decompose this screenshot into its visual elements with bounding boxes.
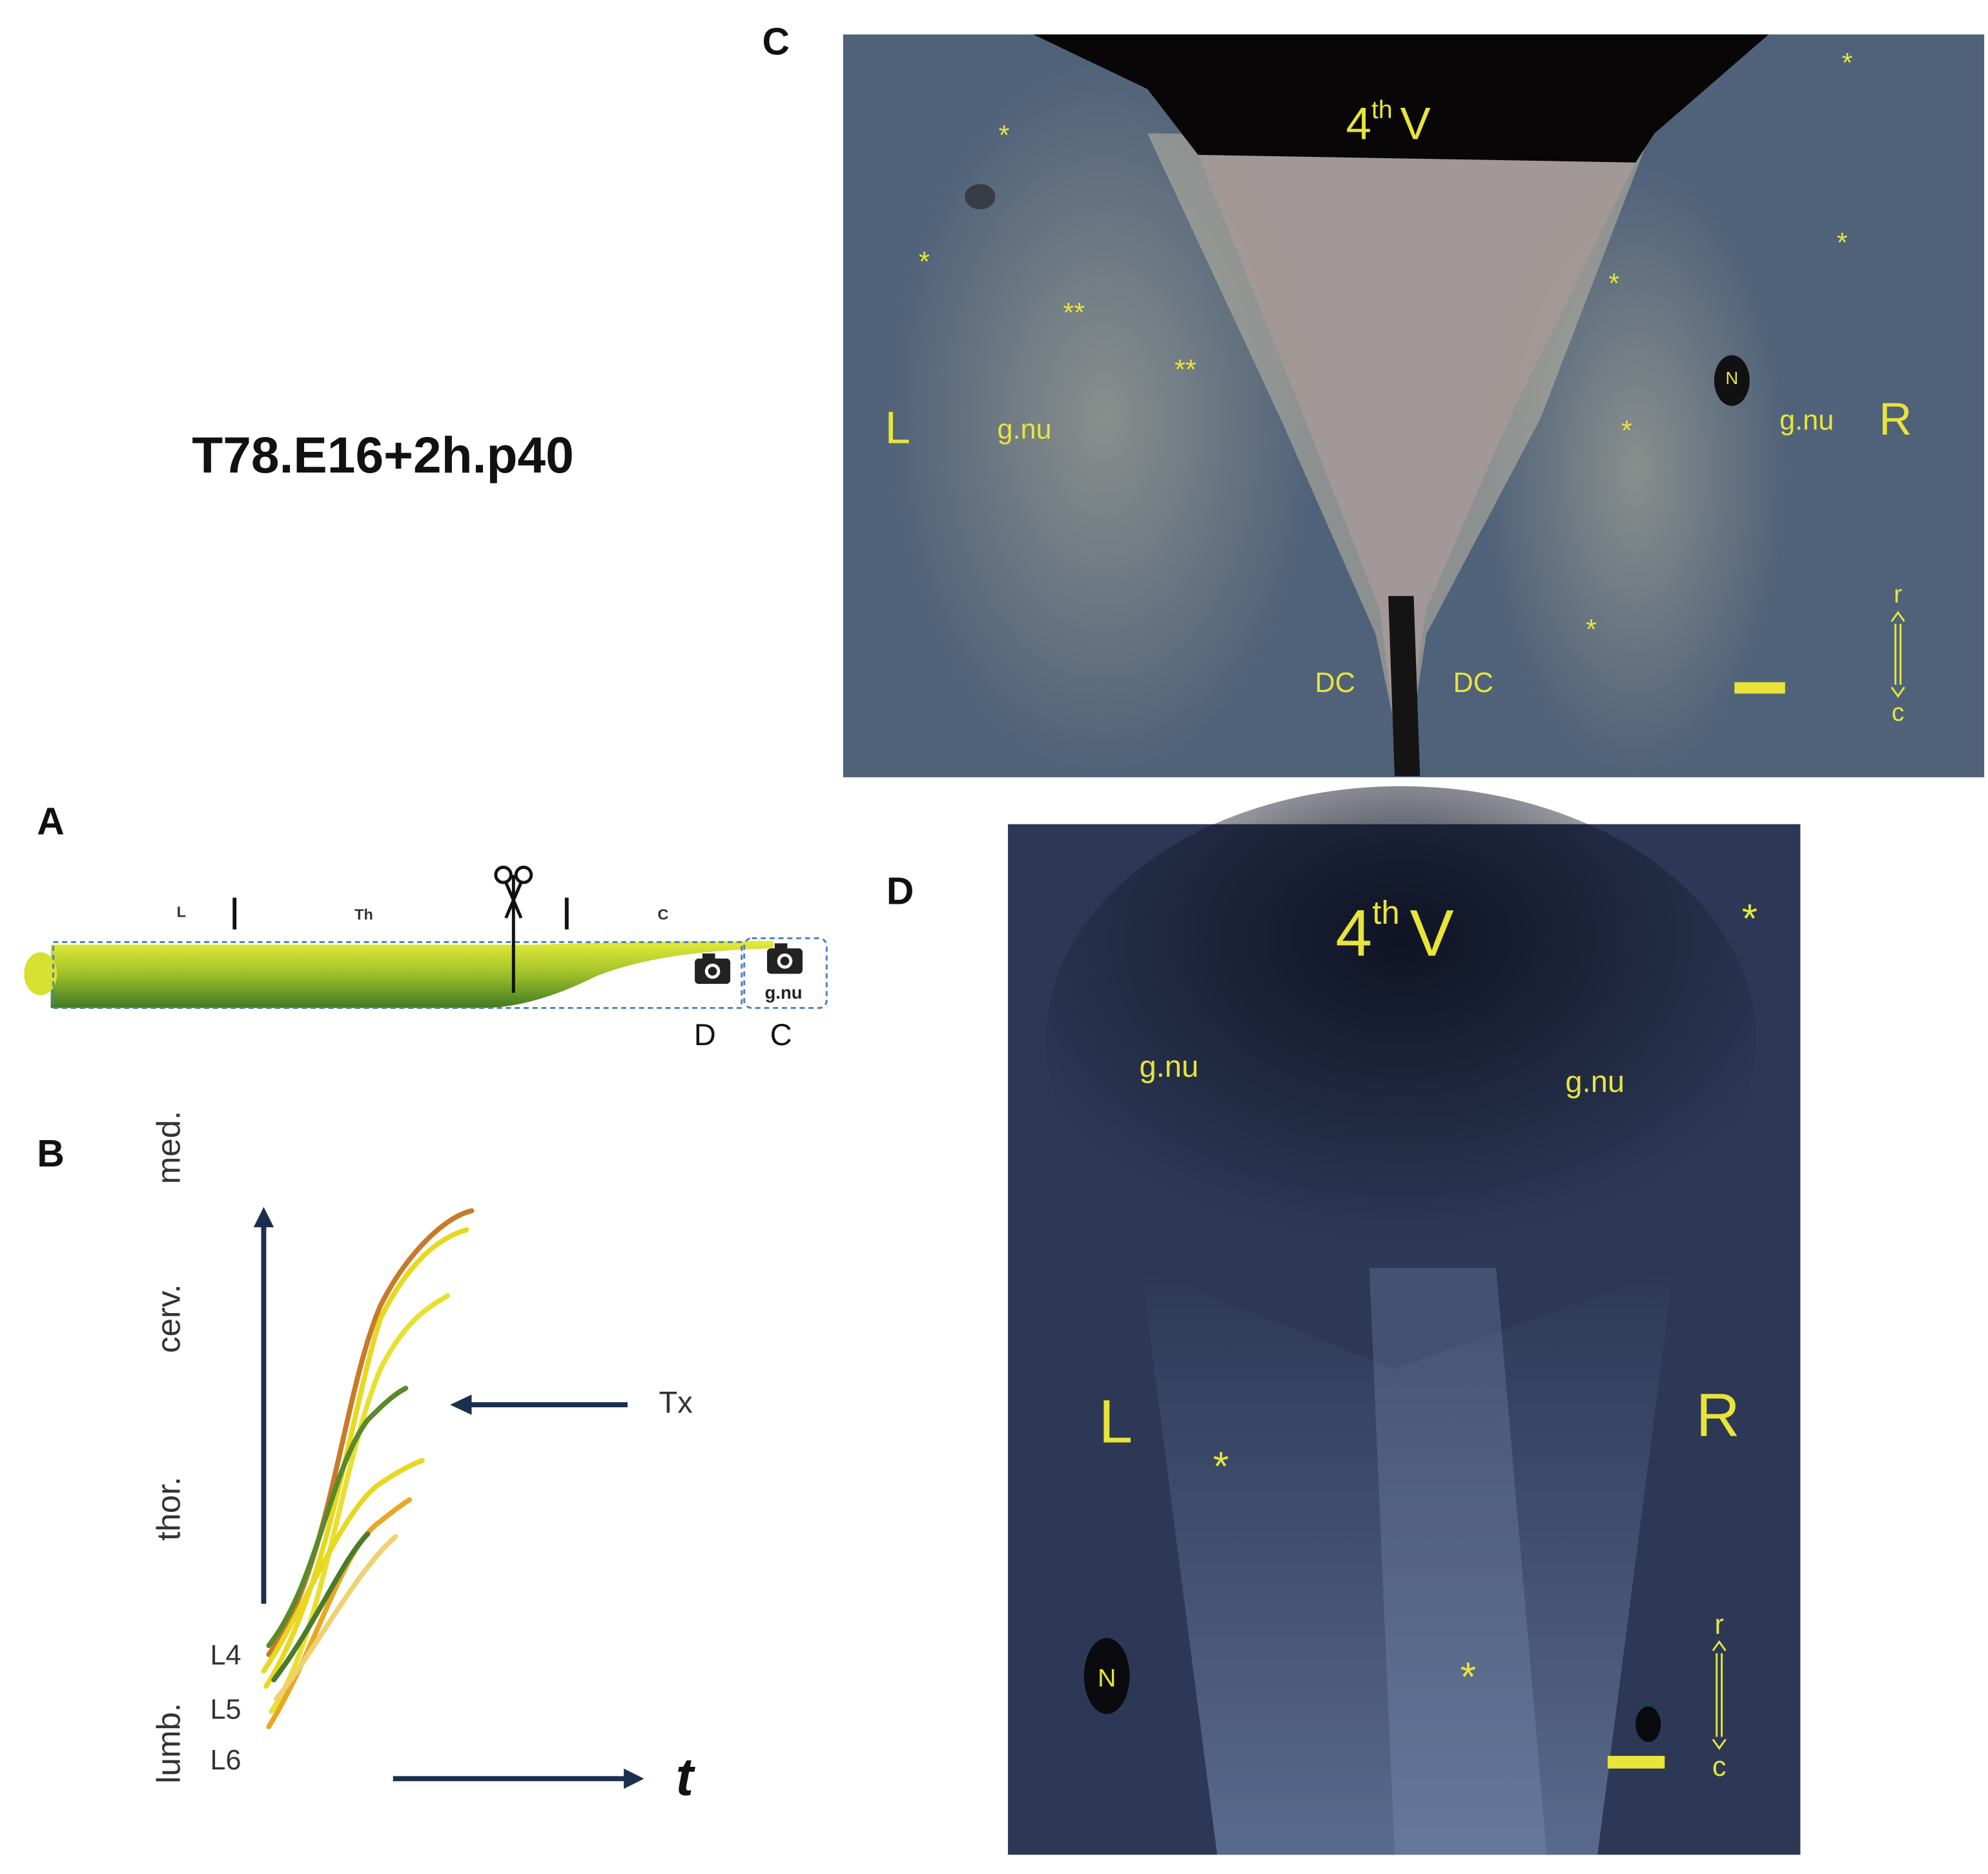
nerve-hole [1714, 355, 1750, 406]
asterisk: * [1460, 1655, 1476, 1700]
central-canal [1388, 596, 1420, 777]
ventricle-label: 4th V [1335, 895, 1453, 970]
dashed-box [52, 941, 743, 1009]
arrow-head [624, 1768, 644, 1789]
nerve-label: N [1725, 368, 1738, 388]
nucleus-label: g.nu [1565, 1064, 1624, 1099]
panel-c-image: 4th V L R g.nu g.nu DC DC N r c *********… [843, 34, 1985, 778]
orientation-arrow [1891, 611, 1905, 698]
ventricle-ordinal: th [1371, 96, 1393, 125]
camera-icon [767, 943, 803, 974]
segment-label: C [657, 906, 668, 922]
nucleus-label: g.nu [1140, 1049, 1199, 1083]
axis-label: cerv. [150, 1284, 187, 1353]
asterisk: * [1742, 897, 1757, 942]
tissue-spot [965, 184, 996, 210]
orientation-label: c [1712, 1751, 1727, 1782]
orientation-label: r [1715, 1609, 1724, 1640]
panel-d-image: 4th V L R g.nu g.nu N r c * * * [1008, 786, 1801, 1855]
tissue-spot [1635, 1706, 1661, 1742]
level-label: L4 [210, 1640, 241, 1671]
asterisk: * [1621, 415, 1632, 446]
side-label: R [1696, 1381, 1740, 1449]
panel-label: C [762, 21, 790, 63]
panel-a: L Th C g.nu D C [24, 866, 828, 1052]
orientation-label: r [1894, 580, 1902, 609]
tissue-shade [1046, 786, 1756, 1294]
time-label: t [676, 1747, 696, 1807]
ventricle-label: 4th V [1346, 96, 1431, 149]
asterisk: * [999, 120, 1010, 151]
growth-curves [261, 1208, 475, 1729]
level-label: L6 [210, 1745, 241, 1776]
panel-label: A [37, 800, 65, 842]
asterisk: * [919, 247, 930, 278]
ventricle-ordinal: th [1372, 895, 1400, 932]
side-label: L [885, 402, 910, 453]
arrow-head [253, 1207, 274, 1228]
camera-icon [695, 953, 731, 984]
scissors-icon [494, 866, 533, 919]
asterisk: * [1608, 269, 1619, 300]
tissue-shade [1369, 1268, 1547, 1855]
panel-b: lumb. thor. cerv. med. L4 L5 L6 Tx t [150, 1111, 696, 1807]
nerve-label: N [1098, 1664, 1116, 1693]
axis-label: med. [150, 1111, 187, 1184]
ventricle-lumen [1033, 34, 1769, 163]
marker-label: Tx [659, 1385, 693, 1420]
spinal-cord [50, 941, 774, 1008]
nucleus-label: g.nu [998, 414, 1052, 445]
asterisk: * [1586, 615, 1597, 646]
side-label: L [1099, 1387, 1132, 1455]
asterisk: * [1837, 228, 1848, 259]
dc-label: DC [1453, 667, 1493, 698]
arrow-head [450, 1394, 472, 1415]
ventricle-number: 4 [1346, 97, 1371, 148]
ventricle-name: V [1400, 97, 1431, 148]
segment-label: Th [354, 906, 373, 922]
tissue-shade [1141, 1268, 1674, 1855]
scale-bar [1734, 682, 1785, 694]
cord-tip [24, 952, 57, 995]
nerve-hole [1083, 1638, 1130, 1715]
double-asterisk: ** [1063, 298, 1085, 329]
side-label: R [1879, 393, 1912, 444]
scale-bar [1607, 1756, 1665, 1769]
box-label: g.nu [765, 983, 803, 1003]
panel-label: D [886, 870, 914, 912]
figure-title: T78.E16+2h.p40 [192, 427, 574, 484]
double-asterisk: ** [1174, 354, 1196, 385]
ventricle-name: V [1409, 896, 1453, 970]
camera-label: D [694, 1017, 716, 1052]
dc-label: DC [1315, 667, 1355, 698]
ventricle-floor [1198, 154, 1636, 777]
orientation-label: c [1892, 698, 1905, 726]
level-label: L5 [210, 1695, 241, 1726]
nucleus-label: g.nu [1779, 405, 1834, 436]
dashed-box [743, 937, 828, 1009]
panel-label: B [37, 1133, 65, 1175]
axis-label: lumb. [150, 1703, 187, 1784]
asterisk: * [1842, 48, 1853, 79]
camera-label: C [770, 1017, 792, 1052]
ventricle-number: 4 [1335, 896, 1372, 970]
segment-label: L [177, 903, 186, 920]
axis-label: thor. [150, 1476, 187, 1540]
asterisk: * [1213, 1444, 1229, 1489]
orientation-arrow [1712, 1640, 1727, 1750]
